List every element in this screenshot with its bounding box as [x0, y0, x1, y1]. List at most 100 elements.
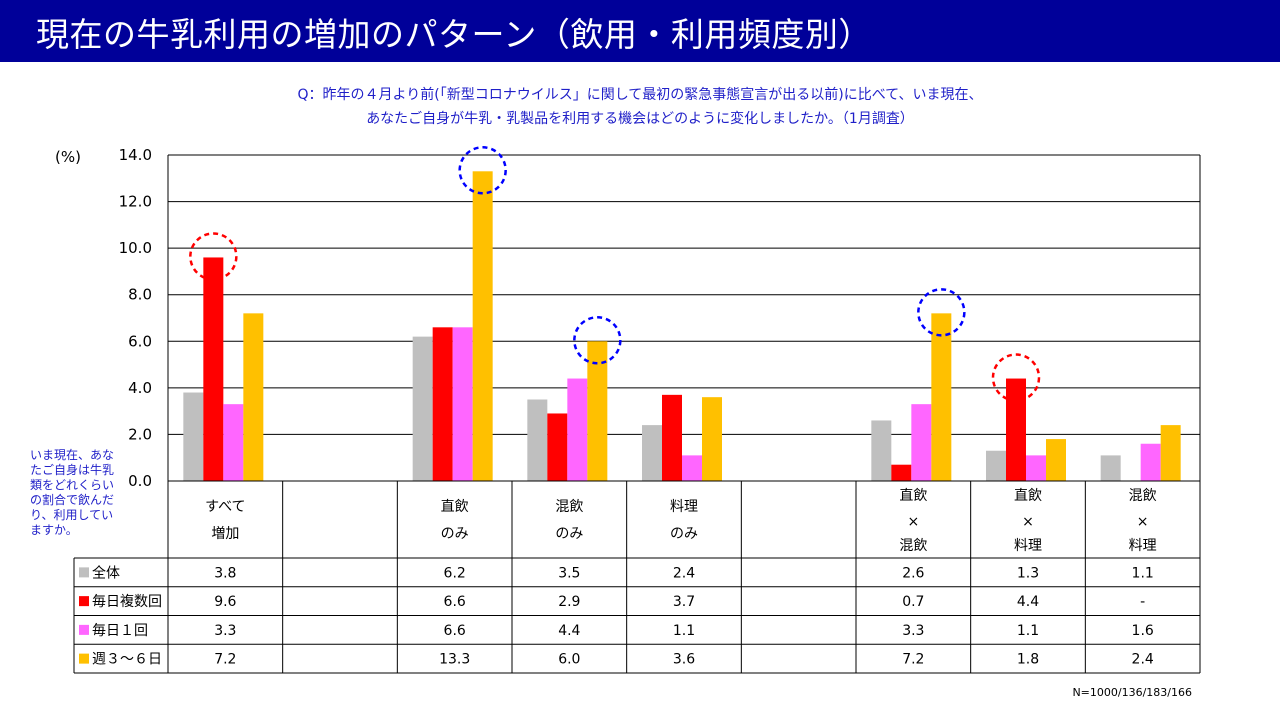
bar: [472, 171, 493, 482]
bar: [203, 257, 224, 481]
data-label: 2.4: [1132, 652, 1154, 668]
category-label: すべて: [205, 499, 245, 515]
bar: [243, 313, 264, 481]
data-label: 0.7: [902, 594, 924, 610]
bar: [567, 378, 588, 481]
bar: [1026, 455, 1046, 481]
category-label: 混飲: [899, 538, 927, 554]
category-label: 料理: [670, 499, 698, 515]
legend-label: 毎日１回: [92, 623, 148, 639]
data-label: 6.6: [444, 594, 466, 610]
bar: [931, 313, 952, 481]
bar: [547, 413, 568, 481]
side-note: いま現在、あなたご自身は牛乳類をどれくらいの割合で飲んだり、利用していますか。: [30, 448, 115, 537]
highlight-circle: [917, 288, 966, 337]
legend-swatch: [79, 567, 89, 578]
data-label: 1.1: [1017, 623, 1039, 639]
question-line-2: あなたご自身が牛乳・乳製品を利用する機会はどのように変化しましたか。（1月調査）: [366, 111, 914, 127]
category-label: のみ: [555, 526, 583, 542]
title-bar: 現在の牛乳利用の増加のパターン（飲用・利用頻度別）: [0, 0, 1280, 62]
data-label: 4.4: [558, 623, 580, 639]
highlight-circle: [458, 146, 507, 195]
data-label: 1.3: [1017, 565, 1039, 581]
category-label: 直飲: [441, 498, 469, 515]
bar: [662, 394, 682, 481]
legend-label: 週３～６日: [92, 652, 162, 668]
data-label: 9.6: [214, 594, 236, 610]
bar: [452, 327, 473, 481]
bar: [412, 336, 433, 481]
category-label: のみ: [441, 526, 469, 542]
legend-swatch: [79, 653, 89, 664]
bar: [642, 425, 662, 481]
category-label: ×: [1137, 514, 1149, 530]
bar: [986, 450, 1006, 481]
bar: [891, 464, 912, 481]
sample-size-note: N=1000/136/183/166: [1072, 686, 1192, 699]
data-label: 2.6: [902, 565, 924, 581]
highlight-circle: [991, 353, 1041, 402]
data-label: 1.6: [1132, 623, 1154, 639]
category-label: 料理: [1129, 538, 1157, 554]
data-label: 6.2: [444, 565, 466, 581]
bar: [587, 341, 608, 481]
data-label: 6.6: [444, 623, 466, 639]
bar: [911, 404, 932, 481]
category-label: 混飲: [555, 499, 583, 515]
data-label: 2.4: [673, 565, 695, 581]
y-axis-unit: (%): [55, 148, 81, 166]
legend-swatch: [79, 596, 89, 607]
question-line-1: Q：昨年の４月より前(「新型コロナウイルス」に関して最初の緊急事態宣言が出る以前…: [297, 87, 983, 103]
data-label: 4.4: [1017, 594, 1039, 610]
bar: [1006, 378, 1026, 481]
data-label: 13.3: [439, 652, 470, 668]
category-label: ×: [1022, 514, 1034, 530]
y-tick-label: 4.0: [128, 379, 152, 397]
y-tick-label: 10.0: [119, 239, 152, 257]
y-tick-label: 2.0: [128, 425, 152, 443]
highlight-circle: [189, 232, 238, 281]
bar: [682, 455, 702, 481]
data-label: -: [1140, 594, 1145, 610]
bar: [1140, 443, 1161, 481]
bar: [702, 397, 722, 481]
data-label: 1.8: [1017, 652, 1039, 668]
y-tick-label: 8.0: [128, 286, 152, 304]
bar: [1100, 455, 1121, 481]
data-label: 3.3: [214, 623, 236, 639]
data-label: 7.2: [214, 652, 236, 668]
category-label: 混飲: [1129, 488, 1157, 504]
y-tick-label: 0.0: [128, 472, 152, 490]
data-label: 3.8: [214, 565, 236, 581]
bar: [1160, 425, 1181, 481]
data-label: 3.6: [673, 652, 695, 668]
y-tick-label: 14.0: [119, 146, 152, 164]
category-label: 増加: [211, 526, 239, 542]
legend-label: 毎日複数回: [92, 593, 162, 610]
bar: [527, 399, 548, 481]
data-label: 3.5: [558, 565, 580, 581]
bar: [871, 420, 892, 481]
page-title: 現在の牛乳利用の増加のパターン（飲用・利用頻度別）: [36, 15, 872, 54]
data-label: 1.1: [1132, 565, 1154, 581]
data-label: 2.9: [558, 594, 580, 610]
data-label: 6.0: [558, 652, 580, 668]
category-label: 料理: [1014, 538, 1042, 554]
bar: [183, 392, 204, 481]
category-label: ×: [907, 514, 919, 530]
data-label: 3.3: [902, 623, 924, 639]
category-label: のみ: [670, 526, 698, 542]
bar: [223, 404, 244, 481]
data-label: 7.2: [902, 652, 924, 668]
category-label: 直飲: [1014, 487, 1042, 504]
data-label: 1.1: [673, 623, 695, 639]
legend-label: 全体: [92, 564, 120, 581]
y-tick-label: 12.0: [119, 193, 152, 211]
data-label: 3.7: [673, 594, 695, 610]
highlight-circle: [573, 316, 622, 365]
bar: [432, 327, 453, 481]
category-label: 直飲: [899, 487, 927, 504]
bar: [1046, 439, 1066, 481]
legend-swatch: [79, 624, 89, 635]
